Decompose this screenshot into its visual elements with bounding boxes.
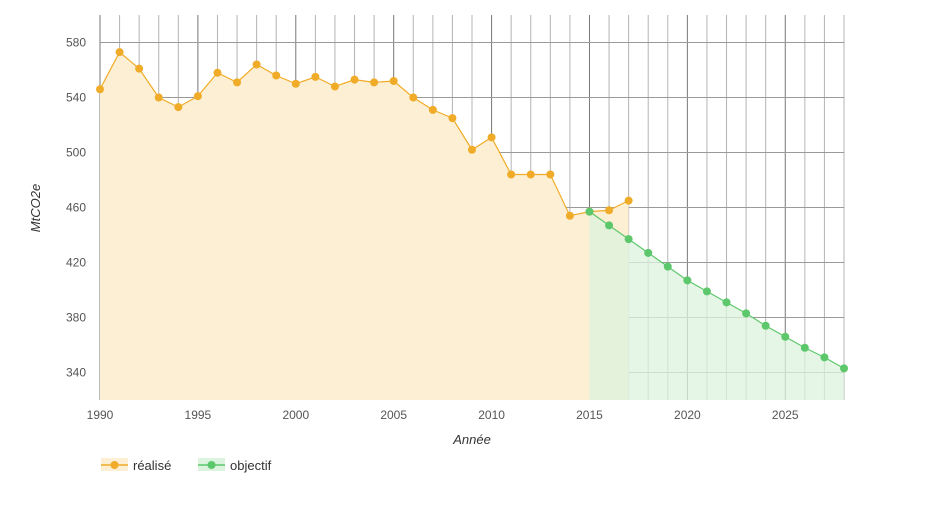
data-point (233, 78, 242, 87)
y-axis-title: MtCO2e (28, 184, 43, 232)
data-point (311, 72, 320, 81)
x-axis-title: Année (452, 432, 491, 447)
data-point (605, 221, 614, 230)
y-tick-label: 340 (66, 366, 86, 380)
series-area-1 (589, 211, 844, 400)
legend-marker-objectif (207, 461, 216, 469)
data-point (468, 145, 476, 154)
y-tick-label: 380 (66, 311, 86, 325)
data-point (526, 170, 535, 179)
data-point (115, 48, 124, 57)
data-point (722, 298, 731, 307)
x-tick-label: 2025 (772, 408, 799, 422)
x-tick-label: 2015 (576, 408, 603, 422)
tick-labels: 1990 1995 2000 2005 2010 2015 2020 2025 340 380 42… (66, 36, 799, 423)
data-point (154, 93, 163, 102)
data-point (193, 92, 202, 101)
data-point (820, 353, 829, 362)
y-tick-label: 500 (66, 146, 86, 160)
data-point (781, 332, 790, 341)
data-point (96, 85, 104, 94)
y-tick-label: 420 (66, 256, 86, 270)
legend-label-realise: réalisé (133, 458, 171, 473)
data-point (683, 276, 692, 285)
data-point (370, 78, 379, 87)
data-point (291, 79, 300, 88)
data-point (428, 105, 437, 114)
series-line-0 (99, 51, 629, 217)
y-tick-label: 580 (66, 36, 86, 50)
data-point (272, 71, 281, 80)
data-point (507, 170, 516, 179)
data-point (213, 68, 222, 77)
legend-label-objectif: objectif (230, 458, 272, 473)
data-point (840, 364, 848, 373)
data-point (605, 206, 614, 215)
x-tick-label: 2010 (478, 408, 505, 422)
data-point (663, 262, 672, 271)
x-tick-label: 2000 (282, 408, 309, 422)
data-point (761, 321, 770, 330)
data-point (702, 287, 711, 296)
x-tick-label: 2020 (674, 408, 701, 422)
legend-item-objectif[interactable]: objectif (198, 458, 272, 473)
data-point (389, 77, 398, 85)
data-point (252, 60, 261, 69)
data-point (585, 207, 594, 216)
data-point (448, 114, 457, 123)
series-area-0 (100, 52, 629, 400)
series-areas (100, 52, 844, 400)
data-point (409, 93, 418, 102)
data-point (800, 343, 809, 352)
data-point (546, 170, 555, 179)
data-point (135, 64, 144, 73)
x-tick-label: 1995 (185, 408, 212, 422)
data-point (174, 103, 183, 112)
data-point (565, 211, 574, 220)
data-point (644, 248, 653, 257)
data-point (624, 196, 633, 205)
data-point (624, 235, 633, 244)
data-point (330, 82, 339, 91)
data-point (487, 133, 496, 142)
y-tick-label: 540 (66, 91, 86, 105)
legend-marker-realise (110, 461, 119, 469)
x-tick-label: 1990 (87, 408, 114, 422)
data-point (742, 309, 751, 318)
legend: réalisé objectif (101, 458, 272, 473)
legend-item-realise[interactable]: réalisé (101, 458, 171, 473)
data-point (350, 75, 359, 84)
x-tick-label: 2005 (380, 408, 407, 422)
y-tick-label: 460 (66, 201, 86, 215)
series-points (96, 48, 848, 373)
